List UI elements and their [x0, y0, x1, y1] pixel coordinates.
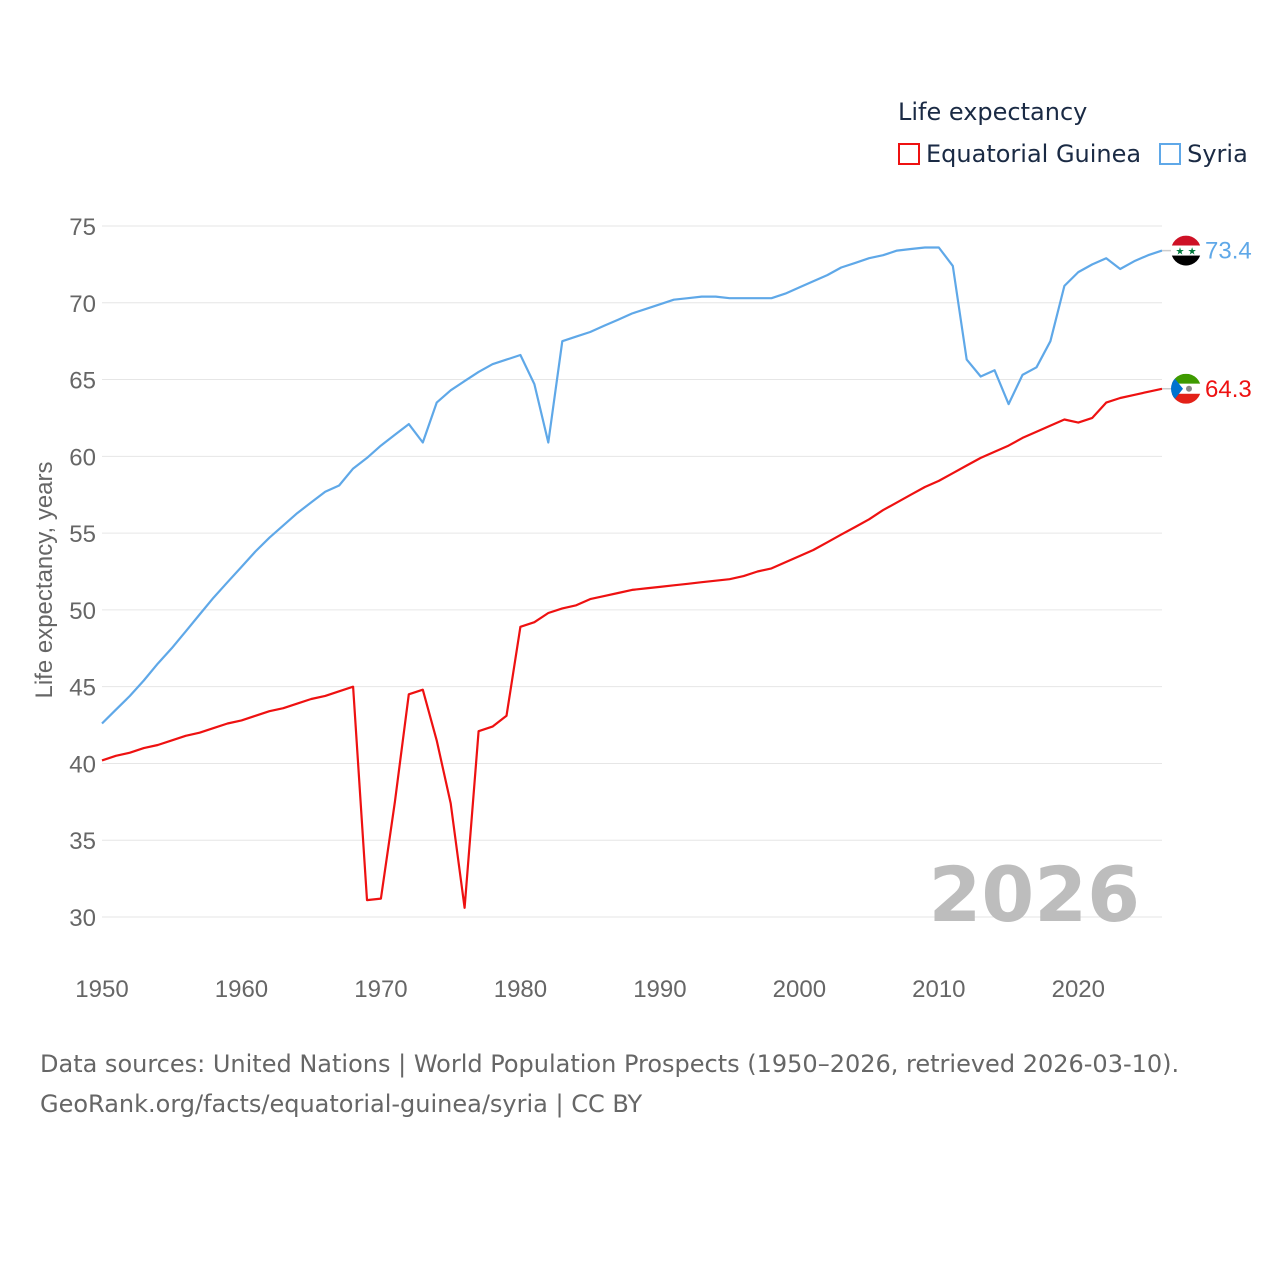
series-line-equatorial-guinea — [101, 387, 1163, 909]
legend-title: Life expectancy — [898, 98, 1088, 126]
svg-text:★ ★: ★ ★ — [1175, 247, 1196, 258]
end-label-equatorial-guinea: 64.3 — [1205, 376, 1252, 403]
y-tick-35: 35 — [69, 828, 96, 855]
x-tick-1990: 1990 — [633, 976, 686, 1003]
y-tick-40: 40 — [69, 751, 96, 778]
y-tick-45: 45 — [69, 675, 96, 702]
x-tick-1980: 1980 — [494, 976, 547, 1003]
y-tick-75: 75 — [69, 214, 96, 241]
legend-swatch-syria — [1159, 143, 1182, 165]
y-axis: 30 35 40 45 50 55 60 65 70 75 — [69, 214, 96, 932]
x-tick-2000: 2000 — [773, 976, 826, 1003]
x-tick-2020: 2020 — [1052, 976, 1105, 1003]
end-label-syria: 73.4 — [1205, 238, 1252, 265]
x-tick-1970: 1970 — [354, 976, 407, 1003]
x-axis: 1950 1960 1970 1980 1990 2000 2010 2020 — [75, 976, 1105, 1003]
y-tick-50: 50 — [69, 598, 96, 625]
flag-equatorial-guinea-icon — [1171, 373, 1201, 404]
footer-link: GeoRank.org/facts/equatorial-guinea/syri… — [40, 1090, 643, 1118]
legend-item-syria[interactable]: Syria — [1159, 140, 1248, 168]
footer-sources: Data sources: United Nations | World Pop… — [40, 1050, 1180, 1078]
x-tick-1960: 1960 — [215, 976, 268, 1003]
y-tick-55: 55 — [69, 521, 96, 548]
x-tick-2010: 2010 — [912, 976, 965, 1003]
end-labels: ★ ★ 73.4 64.3 — [1162, 235, 1252, 404]
legend-item-equatorial-guinea[interactable]: Equatorial Guinea — [898, 140, 1141, 168]
y-axis-label: Life expectancy, years — [31, 461, 58, 698]
y-tick-70: 70 — [69, 291, 96, 318]
series-line-syria — [101, 246, 1163, 725]
legend-label-syria: Syria — [1187, 140, 1248, 168]
legend-label-equatorial-guinea: Equatorial Guinea — [926, 140, 1142, 168]
y-tick-65: 65 — [69, 368, 96, 395]
x-tick-1950: 1950 — [75, 976, 128, 1003]
footer: Data sources: United Nations | World Pop… — [40, 1044, 1179, 1124]
series-lines — [101, 246, 1163, 909]
year-watermark: 2026 — [928, 850, 1140, 939]
legend-swatch-equatorial-guinea — [898, 143, 920, 165]
y-tick-60: 60 — [69, 444, 96, 471]
flag-syria-icon: ★ ★ — [1171, 235, 1201, 266]
legend: Equatorial Guinea Syria — [898, 140, 1266, 168]
y-tick-30: 30 — [69, 905, 96, 932]
grid — [102, 225, 1162, 918]
